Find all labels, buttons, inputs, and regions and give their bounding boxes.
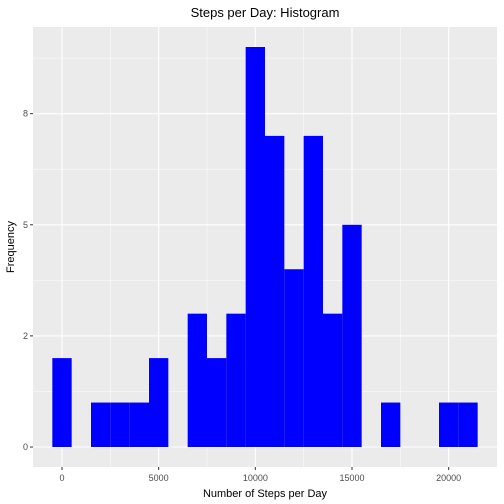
x-tick-label: 5000 [149,473,169,483]
histogram-bar [265,135,285,447]
x-tick-label: 10000 [243,473,268,483]
y-tick-label: 2 [23,331,28,341]
y-tick-label: 5 [23,220,28,230]
histogram-bar [110,402,130,447]
y-axis-ticks: 0 2 5 8 [23,109,33,452]
histogram-bar [245,47,265,447]
y-tick-label: 0 [23,442,28,452]
chart-title: Steps per Day: Histogram [191,5,340,20]
histogram-bar [52,358,72,447]
histogram-bar [284,269,304,447]
histogram-bar [439,402,459,447]
histogram-bar [381,402,401,447]
y-axis-title: Frequency [5,221,17,273]
x-tick-label: 0 [59,473,64,483]
x-tick-label: 20000 [436,473,461,483]
histogram-bar [323,313,343,447]
y-tick-label: 8 [23,109,28,119]
histogram-bars [52,47,478,447]
histogram-bar [458,402,478,447]
histogram-bar [149,358,169,447]
x-tick-label: 15000 [339,473,364,483]
histogram-bar [226,313,246,447]
histogram-bar [91,402,111,447]
histogram-bar [207,358,227,447]
histogram-bar [187,313,207,447]
x-axis-title: Number of Steps per Day [203,488,328,500]
histogram-bar [129,402,149,447]
histogram-bar [303,135,323,447]
x-axis-ticks: 0 5000 10000 15000 20000 [59,467,461,483]
histogram-bar [342,224,362,447]
